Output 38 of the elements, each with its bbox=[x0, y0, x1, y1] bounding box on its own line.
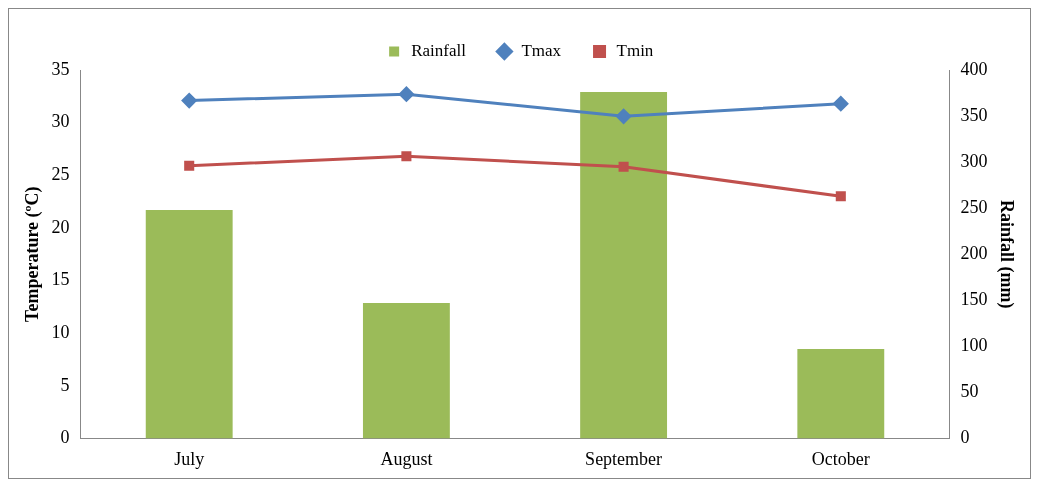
y-axis-title: Temperature (ºC) bbox=[22, 186, 44, 322]
y-tick-label: 5 bbox=[60, 374, 70, 395]
y2-tick-label: 250 bbox=[960, 196, 988, 217]
y-tick-label: 25 bbox=[51, 163, 70, 184]
y-tick-label: 35 bbox=[51, 58, 70, 79]
y2-tick-label: 0 bbox=[960, 427, 970, 448]
bar bbox=[580, 92, 668, 439]
bar bbox=[797, 349, 885, 439]
legend-label: Tmin bbox=[616, 40, 654, 60]
y-tick-label: 10 bbox=[51, 321, 70, 342]
y2-tick-label: 300 bbox=[960, 150, 988, 171]
y-tick-label: 0 bbox=[60, 427, 70, 448]
y2-tick-label: 200 bbox=[960, 242, 988, 263]
point bbox=[835, 191, 846, 202]
x-tick-label: September bbox=[585, 448, 663, 469]
y-tick-label: 15 bbox=[51, 269, 70, 290]
y2-tick-label: 50 bbox=[960, 381, 979, 402]
x-tick-label: July bbox=[174, 448, 205, 469]
point bbox=[181, 93, 197, 109]
bar bbox=[362, 303, 450, 439]
y2-tick-label: 100 bbox=[960, 335, 988, 356]
y-tick-label: 30 bbox=[51, 111, 70, 132]
y2-axis-title: Rainfall (mm) bbox=[995, 199, 1017, 309]
y2-tick-label: 350 bbox=[960, 104, 988, 125]
point bbox=[401, 151, 412, 162]
legend-label: Tmax bbox=[521, 40, 562, 60]
x-tick-label: August bbox=[380, 448, 433, 469]
point bbox=[833, 96, 849, 112]
y2-tick-label: 150 bbox=[960, 288, 988, 309]
point bbox=[616, 108, 632, 124]
legend-label: Rainfall bbox=[411, 40, 467, 60]
point bbox=[398, 86, 414, 102]
x-tick-label: October bbox=[811, 448, 870, 469]
point bbox=[618, 161, 629, 172]
y2-tick-label: 400 bbox=[960, 58, 988, 79]
y-tick-label: 20 bbox=[51, 216, 70, 237]
bar bbox=[145, 209, 233, 439]
point bbox=[184, 160, 195, 171]
